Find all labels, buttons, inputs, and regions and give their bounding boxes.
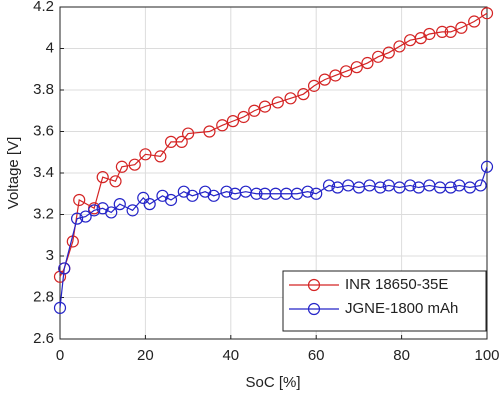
data-point — [393, 40, 406, 53]
data-point — [322, 179, 336, 192]
data-point — [444, 181, 457, 194]
x-tick-label: 60 — [308, 347, 325, 364]
data-point — [444, 25, 457, 38]
data-point — [468, 15, 481, 28]
data-point — [318, 73, 331, 86]
data-point — [480, 7, 494, 20]
data-point — [339, 65, 353, 78]
data-point — [175, 135, 188, 148]
data-point — [186, 189, 199, 202]
plot-frame — [59, 6, 488, 340]
data-point — [128, 158, 141, 171]
data-point — [374, 181, 387, 194]
y-axis-title: Voltage [V] — [5, 137, 22, 210]
data-point — [284, 92, 297, 105]
x-tick-label: 100 — [474, 347, 499, 364]
y-tick-label: 4.2 — [33, 0, 54, 15]
data-point — [423, 27, 436, 41]
data-point — [480, 160, 494, 173]
legend-box — [282, 270, 487, 332]
data-point — [143, 198, 156, 211]
data-point — [53, 301, 67, 314]
data-point — [182, 127, 195, 140]
data-point — [382, 46, 395, 59]
legend-marker — [307, 302, 321, 316]
x-tick-label: 40 — [222, 347, 239, 364]
data-point — [79, 210, 92, 223]
data-point — [297, 88, 310, 101]
data-point — [109, 175, 122, 188]
x-axis-title: SoC [%] — [245, 374, 300, 391]
data-point — [139, 148, 152, 161]
data-point — [88, 204, 101, 217]
data-point — [226, 115, 240, 128]
data-point — [216, 119, 229, 132]
legend-label: JGNE-1800 mAh — [345, 300, 458, 317]
data-point — [271, 96, 284, 109]
data-point — [70, 212, 84, 225]
data-point — [126, 204, 139, 217]
data-point — [250, 187, 263, 200]
y-tick-label: 3.2 — [33, 205, 54, 222]
x-tick-label: 0 — [56, 347, 64, 364]
data-point — [455, 21, 468, 34]
data-point — [248, 104, 261, 117]
data-point — [207, 189, 220, 202]
x-tick-label: 20 — [137, 347, 154, 364]
data-point — [154, 150, 167, 163]
y-tick-label: 3.6 — [33, 122, 54, 139]
data-point — [96, 171, 109, 184]
data-point — [301, 185, 314, 198]
data-point — [220, 185, 233, 198]
y-tick-label: 3 — [46, 247, 54, 264]
data-point — [258, 100, 272, 113]
data-point — [58, 262, 71, 275]
data-point — [329, 69, 342, 82]
data-point — [73, 193, 86, 207]
y-tick-label: 2.6 — [33, 330, 54, 347]
data-point — [164, 193, 178, 207]
data-point — [113, 198, 126, 211]
data-point — [310, 187, 323, 200]
data-point — [350, 61, 363, 74]
y-tick-label: 3.8 — [33, 81, 54, 98]
data-point — [105, 206, 118, 219]
x-tick-label: 80 — [393, 347, 410, 364]
y-tick-label: 4 — [46, 39, 54, 56]
data-point — [237, 110, 250, 124]
data-point — [474, 179, 487, 192]
data-point — [115, 160, 129, 173]
data-point — [307, 79, 321, 92]
data-point — [436, 25, 449, 38]
data-point — [404, 179, 417, 192]
data-point — [203, 125, 216, 138]
legend-label: INR 18650-35E — [345, 276, 448, 293]
data-point — [361, 56, 374, 70]
legend-marker — [307, 278, 321, 292]
data-point — [372, 50, 385, 63]
data-point — [137, 191, 150, 204]
y-tick-label: 3.4 — [33, 164, 54, 181]
y-tick-label: 2.8 — [33, 288, 54, 305]
